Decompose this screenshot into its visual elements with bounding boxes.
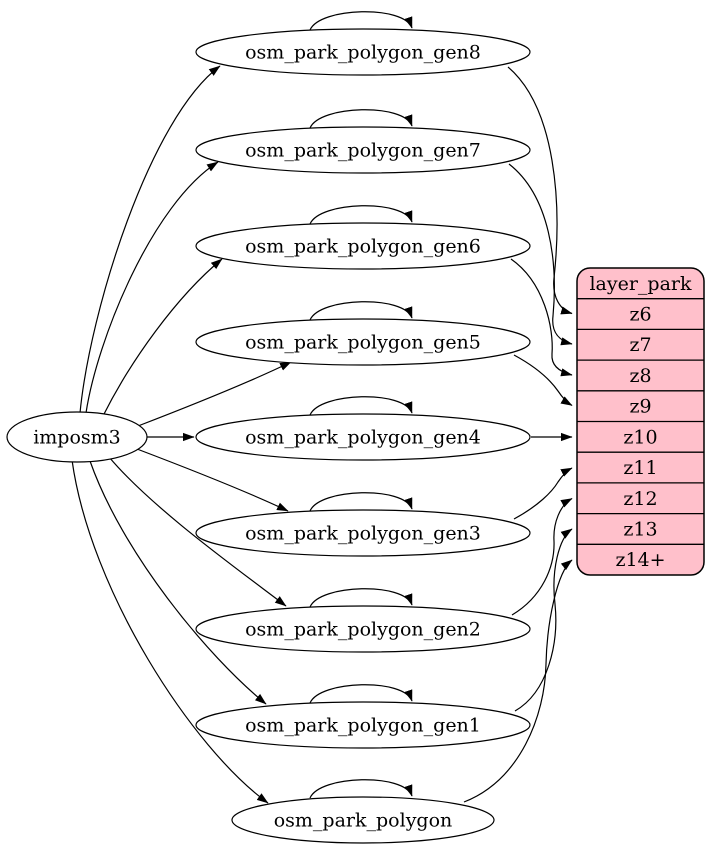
self-loop-osm-park-polygon <box>309 779 413 799</box>
edge-osm-park-polygon-to-z14 <box>463 559 573 803</box>
imposm3-ellipse <box>6 411 148 463</box>
edge-osm-park-polygon-gen7-to-z7 <box>508 163 573 346</box>
gen2-label: osm_park_polygon_gen2 <box>245 619 481 641</box>
osm-park-polygon-ellipse <box>231 796 495 844</box>
node-osm-park-polygon-gen7: osm_park_polygon_gen7 <box>195 126 531 174</box>
gen1-label: osm_park_polygon_gen1 <box>245 715 481 737</box>
edge-imposm3-to-osm-park-polygon-gen3 <box>136 448 289 512</box>
gen2-ellipse <box>195 605 531 653</box>
edge-osm-park-polygon-gen8-to-z6 <box>507 66 573 315</box>
layer-row-z10: z10 <box>623 427 657 449</box>
edge-imposm3-to-osm-park-polygon-gen2 <box>108 456 287 607</box>
edge-osm-park-polygon-gen2-to-z12 <box>511 497 573 616</box>
gen7-ellipse <box>195 126 531 174</box>
osm-park-polygon-label: osm_park_polygon <box>274 810 453 832</box>
node-osm-park-polygon-gen1: osm_park_polygon_gen1 <box>195 701 531 749</box>
self-loop-osm-park-polygon-gen6 <box>309 205 413 225</box>
self-loop-osm-park-polygon-gen4 <box>309 396 413 416</box>
gen4-label: osm_park_polygon_gen4 <box>245 427 481 449</box>
layer-row-z13: z13 <box>623 519 657 541</box>
self-loop-osm-park-polygon-gen2 <box>309 588 413 608</box>
edge-imposm3-to-osm-park-polygon-gen8 <box>79 65 221 414</box>
edge-imposm3-to-osm-park-polygon-gen7 <box>85 161 219 414</box>
node-osm-park-polygon-gen4: osm_park_polygon_gen4 <box>195 413 531 461</box>
gen5-label: osm_park_polygon_gen5 <box>245 332 481 354</box>
edge-imposm3-to-osm-park-polygon-gen1 <box>89 460 267 705</box>
edge-imposm3-to-osm-park-polygon-gen6 <box>102 258 223 417</box>
layer-row-z8: z8 <box>629 365 651 387</box>
edges-from-importer <box>71 65 292 804</box>
edge-osm-park-polygon-gen5-to-z9 <box>513 354 573 407</box>
imposm3-label: imposm3 <box>33 427 121 449</box>
gen5-ellipse <box>195 318 531 366</box>
node-osm-park-polygon-gen3: osm_park_polygon_gen3 <box>195 509 531 557</box>
self-loop-osm-park-polygon-gen3 <box>309 492 413 512</box>
gen7-label: osm_park_polygon_gen7 <box>245 140 481 162</box>
layer-row-z11: z11 <box>623 457 657 479</box>
gen6-label: osm_park_polygon_gen6 <box>245 236 481 258</box>
edge-osm-park-polygon-gen6-to-z8 <box>510 258 573 377</box>
gen1-ellipse <box>195 701 531 749</box>
edges-to-layer <box>463 66 573 803</box>
node-osm-park-polygon: osm_park_polygon <box>231 796 495 844</box>
gen6-ellipse <box>195 222 531 270</box>
layer-row-z7: z7 <box>629 334 651 356</box>
gen4-ellipse <box>195 413 531 461</box>
node-osm-park-polygon-gen2: osm_park_polygon_gen2 <box>195 605 531 653</box>
self-loop-osm-park-polygon-gen1 <box>309 684 413 704</box>
edge-osm-park-polygon-gen1-to-z13 <box>514 528 573 712</box>
gen8-label: osm_park_polygon_gen8 <box>245 42 481 64</box>
layer-row-z9: z9 <box>629 396 651 418</box>
layer-park-header: layer_park <box>589 273 692 295</box>
node-osm-park-polygon-gen8: osm_park_polygon_gen8 <box>195 28 531 76</box>
gen8-ellipse <box>195 28 531 76</box>
self-loop-osm-park-polygon-gen7 <box>309 109 413 129</box>
layer-row-z12: z12 <box>623 488 657 510</box>
gen3-ellipse <box>195 509 531 557</box>
layer-row-z14plus: z14+ <box>615 549 665 571</box>
node-layer-park: layer_park z6 z7 z8 z9 z10 z11 z12 z13 z… <box>576 267 705 576</box>
node-osm-park-polygon-gen5: osm_park_polygon_gen5 <box>195 318 531 366</box>
node-imposm3: imposm3 <box>6 411 148 463</box>
node-osm-park-polygon-gen6: osm_park_polygon_gen6 <box>195 222 531 270</box>
self-loop-edges <box>309 11 413 799</box>
edge-imposm3-to-osm-park-polygon-gen5 <box>137 361 292 427</box>
self-loop-osm-park-polygon-gen5 <box>309 301 413 321</box>
gen3-label: osm_park_polygon_gen3 <box>245 523 481 545</box>
layer-row-z6: z6 <box>629 304 651 326</box>
edge-osm-park-polygon-gen3-to-z11 <box>513 467 573 520</box>
edge-imposm3-to-osm-park-polygon <box>71 459 269 804</box>
self-loop-osm-park-polygon-gen8 <box>309 11 413 31</box>
